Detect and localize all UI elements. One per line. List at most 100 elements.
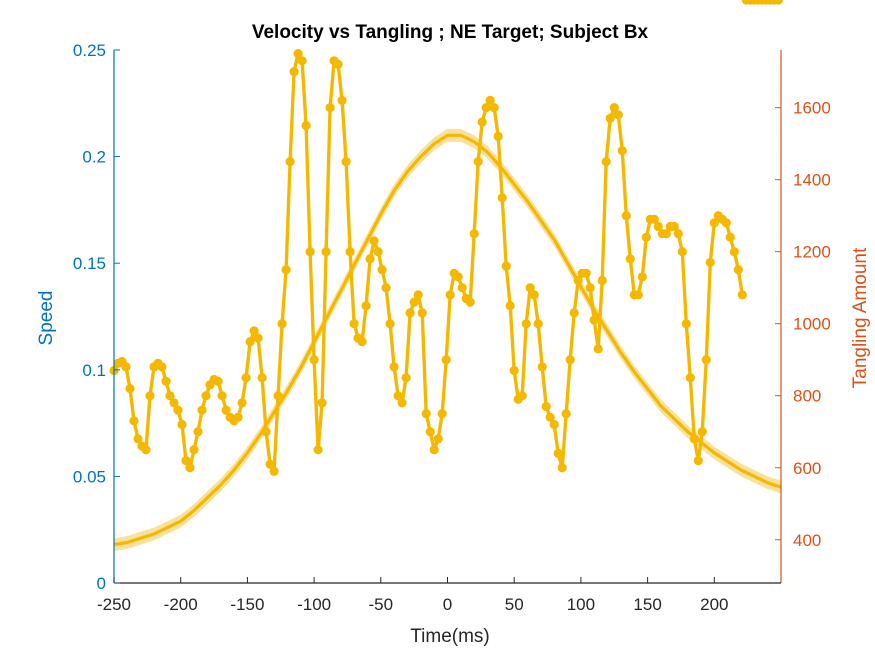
right-tick-label: 1400 (793, 171, 831, 190)
tangling-point (125, 383, 135, 394)
tangling-point (345, 247, 355, 257)
tangling-point (573, 275, 583, 286)
tangling-point (441, 355, 451, 365)
tangling-point (249, 326, 259, 336)
tangling-point (385, 319, 395, 329)
tangling-point (477, 117, 487, 127)
tangling-point (253, 333, 263, 343)
tangling-point (525, 283, 535, 293)
tangling-point (445, 290, 455, 300)
tangling-point (453, 272, 463, 282)
tangling-point (317, 398, 327, 408)
tangling-point (285, 157, 295, 167)
tangling-point (257, 373, 267, 383)
tangling-point (473, 157, 483, 167)
tangling-point (625, 254, 635, 264)
tangling-point (333, 59, 343, 69)
tangling-point (497, 193, 507, 203)
tangling-point (673, 229, 683, 239)
right-tick-label: 800 (793, 387, 821, 406)
speed-line (113, 133, 782, 547)
tangling-point (681, 319, 691, 329)
tangling-point (121, 362, 131, 372)
tangling-point (401, 373, 411, 383)
tangling-point (141, 445, 151, 455)
tangling-point (189, 445, 199, 455)
tangling-point (413, 290, 423, 300)
x-tick-label: 150 (633, 595, 661, 614)
tangling-point (705, 257, 715, 268)
tangling-point (301, 121, 311, 131)
tangling-point (517, 391, 527, 401)
tangling-point (313, 445, 323, 455)
tangling-point (265, 459, 275, 469)
tangling-point (169, 398, 179, 408)
left-tick-label: 0.05 (73, 467, 106, 486)
tangling-point (369, 236, 379, 246)
tangling-point (505, 301, 515, 311)
tangling-point (337, 95, 347, 105)
tangling-point (181, 456, 191, 466)
tangling-point (393, 391, 403, 401)
tangling-point (493, 131, 503, 141)
tangling-point (697, 427, 707, 437)
right-tick-label: 400 (793, 531, 821, 550)
left-tick-label: 0.25 (73, 41, 106, 60)
tangling-point (293, 49, 303, 59)
tangling-point (417, 308, 427, 318)
left-axis-label: Speed (36, 291, 57, 346)
tangling-point (721, 218, 731, 228)
tangling-point (613, 110, 623, 120)
tangling-point (357, 337, 367, 347)
tangling-point (621, 211, 631, 221)
tangling-point (685, 373, 695, 383)
tangling-point (481, 103, 491, 113)
tangling-point (597, 275, 607, 286)
tangling-point (325, 103, 335, 113)
tangling-point (469, 229, 479, 239)
tangling-point (129, 416, 139, 426)
tangling-point (457, 283, 467, 293)
tangling-point (185, 463, 195, 473)
tangling-point (173, 405, 183, 415)
tangling-point (409, 297, 419, 307)
right-axis-label: Tangling Amount (850, 247, 871, 388)
tangling-point (677, 247, 687, 257)
right-tick-label: 1000 (793, 315, 831, 334)
tangling-point (529, 290, 539, 300)
tangling-point (217, 391, 227, 401)
tangling-point (245, 337, 255, 347)
tangling-point (349, 319, 359, 329)
tangling-point (589, 315, 599, 325)
x-tick-label: -200 (164, 595, 198, 614)
x-tick-label: 100 (567, 595, 595, 614)
tangling-point (569, 308, 579, 318)
tangling-point (365, 254, 375, 264)
tangling-point (709, 218, 719, 228)
tangling-point (165, 391, 175, 401)
tangling-point (585, 283, 595, 293)
tangling-point (689, 434, 699, 444)
tangling-point (405, 308, 415, 318)
tangling-point (553, 448, 563, 458)
tangling-point (609, 103, 619, 113)
tangling-point (733, 265, 743, 275)
left-tick-label: 0.15 (73, 254, 106, 273)
tangling-point (661, 229, 671, 239)
tangling-point (261, 427, 271, 437)
x-tick-label: -250 (97, 595, 131, 614)
tangling-point (281, 265, 291, 275)
tangling-point (725, 232, 735, 242)
tangling-point (541, 401, 551, 412)
tangling-point (321, 247, 331, 257)
tangling-point (729, 247, 739, 257)
tangling-point (389, 362, 399, 372)
tangling-point (381, 283, 391, 293)
tangling-point (737, 290, 747, 300)
tangling-point (485, 95, 495, 105)
tangling-point (193, 427, 203, 437)
tangling-point (361, 301, 371, 311)
left-tick-label: 0 (97, 574, 106, 593)
tangling-point (177, 419, 187, 430)
